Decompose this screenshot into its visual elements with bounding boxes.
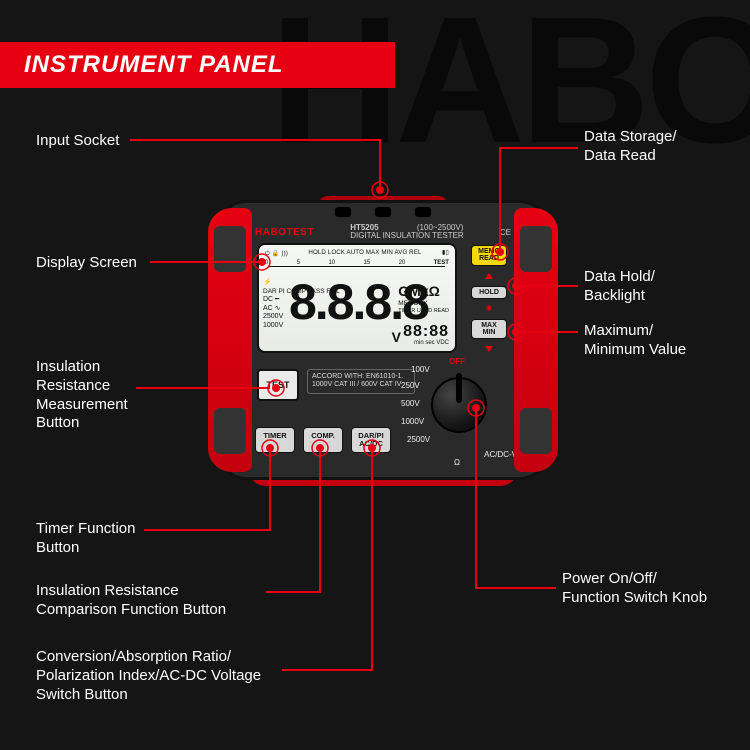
- knob-250v-label: 250V: [401, 381, 420, 390]
- battery-icon: ▮▯: [442, 249, 449, 258]
- memory-label: MEMORY: [398, 300, 449, 308]
- grip-left: [208, 208, 252, 472]
- grip-right: [514, 208, 558, 472]
- lcd-indicators: HOLD LOCK AUTO MAX MIN AVG REL: [308, 249, 421, 258]
- ce-mark: CE: [500, 228, 511, 237]
- timer-sub: min sec VDC: [403, 340, 449, 347]
- callout-input-socket: Input Socket: [36, 132, 119, 151]
- tick-0: 0: [265, 260, 268, 270]
- callout-insulation-measure: Insulation Resistance Measurement Button: [36, 358, 128, 433]
- callout-timer-fn: Timer Function Button: [36, 520, 135, 558]
- lcd-right-units: GMkΩ MEMORY TIMER USED READ: [398, 283, 449, 314]
- tick-15: 15: [364, 260, 371, 270]
- hold-button[interactable]: HOLD: [471, 286, 507, 299]
- knob-2500v-label: 2500V: [407, 435, 430, 444]
- bottom-buttons: TIMER COMP. DAR/PI AC/DC: [255, 427, 391, 453]
- input-sockets: [323, 207, 443, 221]
- knob-100v-label: 100V: [411, 365, 430, 374]
- comp-button[interactable]: COMP.: [303, 427, 343, 453]
- brand-text: HABOTEST: [255, 227, 314, 238]
- up-triangle-icon: [485, 273, 493, 279]
- knob-acdc-label: AC/DC-V: [484, 450, 517, 459]
- compliance-label: ACCORD WITH: EN61010-1. 1000V CAT III / …: [307, 369, 415, 394]
- knob-off-label: OFF: [449, 357, 465, 366]
- tick-20: 20: [399, 260, 406, 270]
- hold-label: HOLD: [479, 289, 499, 296]
- callout-power-knob: Power On/Off/ Function Switch Knob: [562, 570, 707, 608]
- lcd-v-mark: V: [392, 329, 401, 345]
- timer-digits: 88:88: [403, 323, 449, 341]
- knob-ohm-label: Ω: [454, 458, 460, 467]
- callout-display-screen: Display Screen: [36, 254, 137, 273]
- unit-label: GMkΩ: [398, 283, 449, 300]
- lower-panel: TEST ACCORD WITH: EN61010-1. 1000V CAT I…: [255, 361, 511, 463]
- callout-maxmin: Maximum/ Minimum Value: [584, 322, 686, 360]
- lcd-status-icons: ⏻ 🔒 ))): [265, 249, 288, 258]
- callout-darpi-fn: Conversion/Absorption Ratio/ Polarizatio…: [36, 648, 261, 704]
- lcd-analog-scale: 0 5 10 15 20 TEST: [265, 260, 449, 270]
- device-label-row: HABOTEST HT5205 (100~2500V) DIGITAL INSU…: [255, 223, 511, 241]
- title-banner: INSTRUMENT PANEL: [0, 42, 395, 88]
- callout-data-hold: Data Hold/ Backlight: [584, 268, 655, 306]
- rotary-knob-area: OFF 100V 250V 500V 1000V 2500V Ω AC/DC-V: [405, 357, 509, 465]
- down-triangle-icon: [485, 346, 493, 352]
- knob-1000v-label: 1000V: [401, 417, 424, 426]
- callout-data-storage: Data Storage/ Data Read: [584, 128, 677, 166]
- model-text: HT5205 (100~2500V) DIGITAL INSULATION TE…: [350, 224, 464, 241]
- side-buttons: MEMO READ HOLD ✱ MAX MIN: [469, 245, 509, 353]
- backlight-icon: ✱: [486, 305, 493, 313]
- callout-comp-fn: Insulation Resistance Comparison Functio…: [36, 582, 226, 620]
- test-button[interactable]: TEST: [257, 369, 299, 401]
- page-title: INSTRUMENT PANEL: [24, 51, 284, 79]
- timer-button[interactable]: TIMER: [255, 427, 295, 453]
- darpi-button[interactable]: DAR/PI AC/DC: [351, 427, 391, 453]
- tick-10: 10: [328, 260, 335, 270]
- tick-5: 5: [297, 260, 300, 270]
- display-screen: ⏻ 🔒 ))) HOLD LOCK AUTO MAX MIN AVG REL ▮…: [257, 243, 457, 353]
- rotary-knob[interactable]: [431, 377, 487, 433]
- device: HABOTEST HT5205 (100~2500V) DIGITAL INSU…: [218, 200, 548, 480]
- device-body: HABOTEST HT5205 (100~2500V) DIGITAL INSU…: [218, 200, 548, 480]
- maxmin-button[interactable]: MAX MIN: [471, 319, 507, 339]
- lcd-timer: 88:88 min sec VDC: [403, 323, 449, 347]
- device-subtitle: DIGITAL INSULATION TESTER: [350, 231, 464, 240]
- memo-read-button[interactable]: MEMO READ: [471, 245, 507, 266]
- knob-500v-label: 500V: [401, 399, 420, 408]
- lcd-top-row: ⏻ 🔒 ))) HOLD LOCK AUTO MAX MIN AVG REL ▮…: [265, 249, 449, 258]
- timer-label: TIMER USED READ: [398, 308, 449, 315]
- lcd-test-label: TEST: [434, 260, 449, 270]
